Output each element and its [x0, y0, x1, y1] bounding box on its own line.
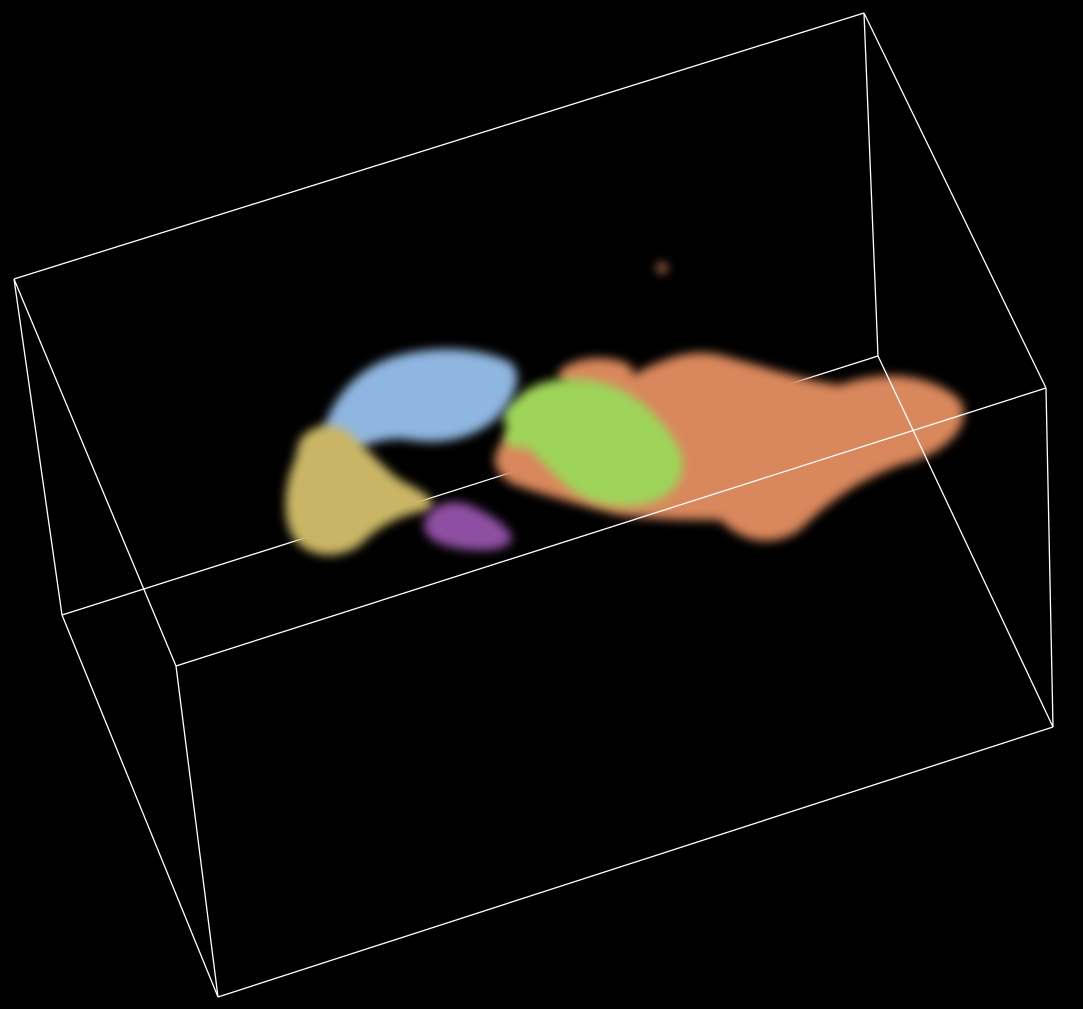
- bounding-box-front: [13, 12, 1054, 998]
- bbox-edge: [1045, 387, 1054, 728]
- bbox-edge: [61, 614, 219, 998]
- bbox-edge: [175, 665, 219, 998]
- segmented-structures: [285, 263, 964, 556]
- purple-region: [424, 502, 512, 551]
- blue-region: [323, 349, 518, 455]
- bbox-edge: [13, 12, 865, 280]
- bbox-edge: [13, 278, 63, 616]
- bbox-edge: [217, 726, 1054, 998]
- bbox-edge: [175, 387, 1047, 667]
- bbox-edge: [863, 12, 879, 357]
- bbox-edge: [13, 278, 177, 667]
- yellow-region: [285, 425, 433, 556]
- green-region: [503, 378, 683, 507]
- bbox-edge: [863, 12, 1047, 389]
- bbox-edge: [877, 355, 1054, 728]
